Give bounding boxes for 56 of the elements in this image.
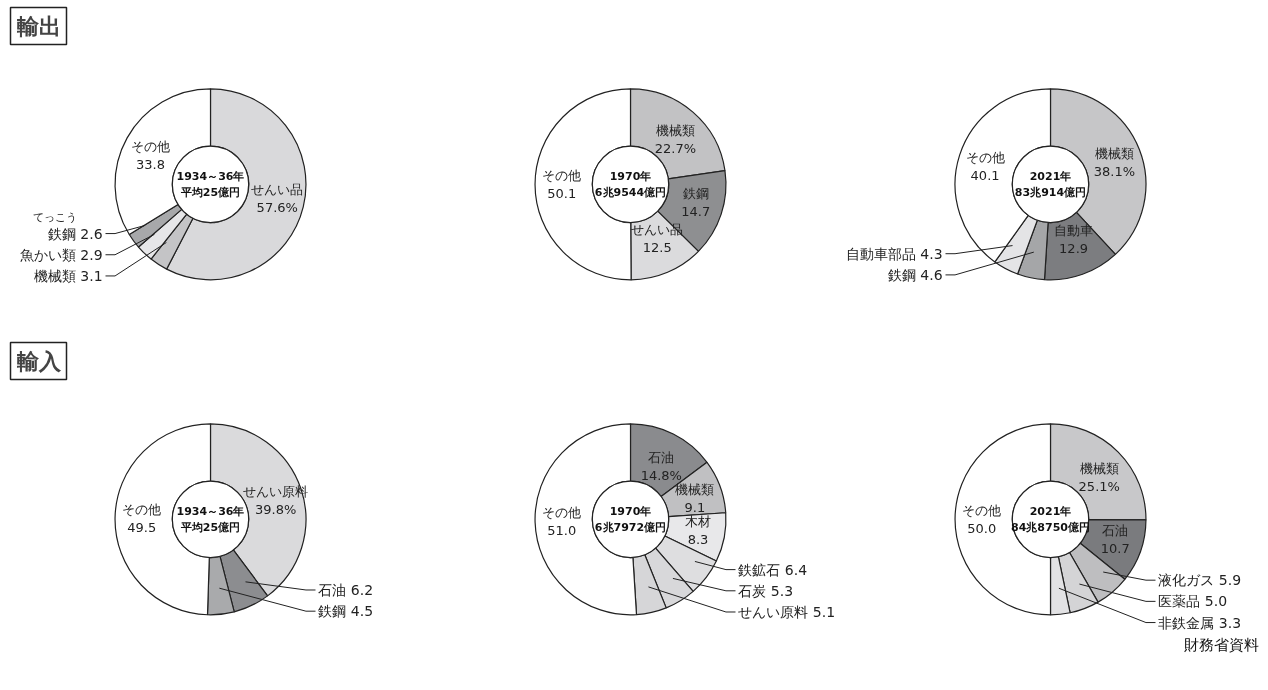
slice-label: 鉄鉱石 6.4 <box>738 561 808 578</box>
slice-label: その他 <box>130 139 170 155</box>
data-label: 10.7 <box>1100 540 1130 556</box>
slice-label: その他 <box>542 504 582 520</box>
chart-title: 輸出 <box>15 13 61 39</box>
slice-label: 石炭 5.3 <box>738 582 794 599</box>
slice-label: 魚かい類 2.9 <box>19 246 103 263</box>
slice-label: 機械類 <box>655 123 695 139</box>
data-label: 9.1 <box>684 500 706 516</box>
slice-label: 木材 <box>684 514 711 530</box>
data-label: 12.5 <box>642 239 672 255</box>
slice-label: 鉄鋼 <box>682 186 709 202</box>
slice-label: せんい品 <box>251 181 304 197</box>
slice-label: 自動車部品 4.3 <box>845 245 943 262</box>
slice-label: 鉄鋼 4.6 <box>887 266 943 283</box>
text: 2021年83兆914億円 <box>1014 170 1087 199</box>
slice-label: 自動車 <box>1054 223 1094 239</box>
slice-label: 機械類 <box>1094 146 1134 162</box>
data-label: 40.1 <box>970 167 1000 183</box>
text: 1934～36年平均25億円 <box>176 505 245 534</box>
slice-label: 非鉄金属 3.3 <box>1158 614 1242 631</box>
slice-label: その他 <box>542 168 582 184</box>
data-label: 33.8 <box>136 157 165 173</box>
data-label: 50.0 <box>967 520 997 536</box>
slice-label: 石油 <box>648 450 675 466</box>
slice-label: 機械類 <box>675 482 715 498</box>
data-label: 25.1% <box>1078 479 1120 495</box>
data-label: 8.3 <box>687 532 709 548</box>
slice-label: 石油 6.2 <box>318 581 374 598</box>
slice-label: 石油 <box>1102 522 1129 538</box>
slice-label: せんい原料 5.1 <box>738 603 836 620</box>
text: 1934～36年平均25億円 <box>176 170 245 199</box>
data-label: 38.1% <box>1093 164 1136 180</box>
slice-label: 医薬品 5.0 <box>1158 593 1228 610</box>
text: 財務省資料 <box>1183 636 1259 655</box>
data-label: 39.8% <box>255 502 297 518</box>
slice-label: その他 <box>962 502 1002 518</box>
data-label: 50.1 <box>547 186 577 202</box>
text: てっこう <box>32 210 77 224</box>
slice-label: 液化ガス 5.9 <box>1158 572 1242 589</box>
slice-label: 鉄鋼 4.5 <box>318 603 374 620</box>
slice-label: 鉄鋼 2.6 <box>47 225 103 242</box>
slice-label: その他 <box>122 501 162 517</box>
chart-title: 輸入 <box>15 348 62 374</box>
text: 1970年6兆7972億円 <box>594 505 667 534</box>
data-label: 14.8% <box>640 468 682 484</box>
data-label: 22.7% <box>654 141 697 157</box>
data-label: 49.5 <box>127 519 157 535</box>
slice-label: その他 <box>965 149 1005 165</box>
data-label: 12.9 <box>1059 241 1089 257</box>
data-label: 57.6% <box>256 199 298 215</box>
text: 1970年6兆9544億円 <box>594 170 667 199</box>
slice-label: 機械類 <box>1079 461 1119 477</box>
data-label: 51.0 <box>547 522 577 538</box>
slice-label: 機械類 3.1 <box>33 267 103 284</box>
data-label: 14.7 <box>681 204 711 220</box>
